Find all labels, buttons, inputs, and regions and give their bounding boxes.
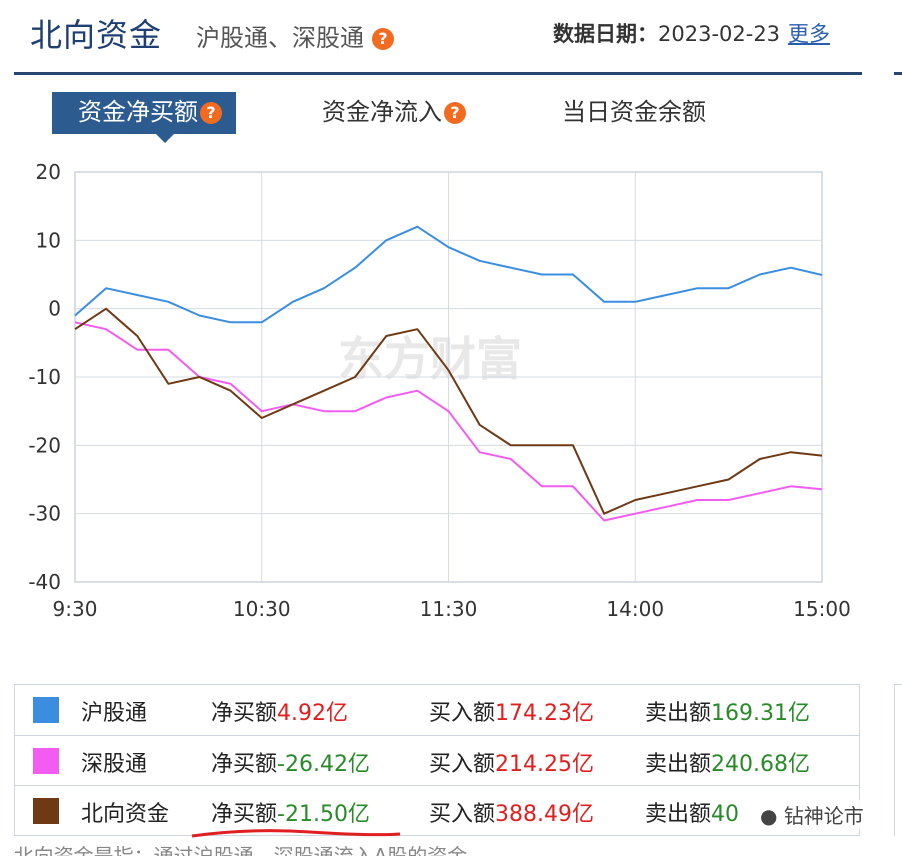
- table-row: 沪股通 净买额4.92亿 买入额174.23亿 卖出额169.31亿: [15, 685, 859, 735]
- net-buy-cell: 净买额4.92亿: [211, 695, 348, 727]
- date-label: 数据日期：: [553, 22, 658, 46]
- header-divider-right: [894, 72, 902, 75]
- y-tick-label: -20: [28, 433, 61, 457]
- tab-label: 资金净流入: [322, 98, 442, 126]
- buy-value: 388.49亿: [495, 802, 594, 827]
- buy-cell: 买入额214.25亿: [429, 746, 594, 778]
- net-buy-cell: 净买额-26.42亿: [211, 746, 370, 778]
- help-icon[interactable]: ?: [200, 102, 222, 124]
- series-swatch: [33, 697, 59, 723]
- help-icon[interactable]: ?: [372, 28, 394, 50]
- active-tab-caret: [156, 134, 174, 143]
- series-swatch: [33, 798, 59, 824]
- watermark-logo: 东方财富: [338, 332, 522, 386]
- summary-table-edge: [894, 684, 902, 836]
- net-buy-label: 净买额: [211, 701, 278, 726]
- watermark-caption: ● 钻神论市: [756, 800, 868, 829]
- header-divider: [14, 72, 862, 75]
- wechat-icon: ●: [760, 804, 778, 828]
- x-tick-label: 14:00: [606, 597, 664, 621]
- net-buy-value: -26.42亿: [277, 752, 370, 777]
- series-name: 北向资金: [81, 802, 170, 827]
- red-underline-annotation: [191, 829, 401, 838]
- series-name: 深股通: [81, 752, 148, 777]
- table-row: 深股通 净买额-26.42亿 买入额214.25亿 卖出额240.68亿: [15, 735, 859, 786]
- series-swatch: [33, 748, 59, 774]
- x-tick-label: 9:30: [53, 597, 98, 621]
- x-tick-label: 11:30: [420, 597, 478, 621]
- sell-value: 169.31亿: [711, 701, 810, 726]
- net-buy-cell: 净买额-21.50亿: [211, 796, 370, 828]
- sell-value: 40: [711, 802, 740, 827]
- buy-label: 买入额: [429, 701, 496, 726]
- tab-daily-balance[interactable]: 当日资金余额: [562, 92, 706, 134]
- tab-net-inflow[interactable]: 资金净流入?: [322, 92, 466, 134]
- page-title: 北向资金: [30, 16, 163, 54]
- buy-value: 174.23亿: [495, 701, 594, 726]
- more-link[interactable]: 更多: [788, 22, 831, 46]
- tab-label: 资金净买额: [78, 98, 198, 126]
- summary-table: 沪股通 净买额4.92亿 买入额174.23亿 卖出额169.31亿 深股通 净…: [14, 684, 860, 836]
- tab-label: 当日资金余额: [562, 98, 706, 126]
- sell-cell: 卖出额40: [645, 796, 739, 828]
- date-value: 2023-02-23: [658, 22, 781, 46]
- series-line-north: [74, 307, 823, 515]
- sell-cell: 卖出额169.31亿: [645, 695, 810, 727]
- series-name: 沪股通: [81, 701, 148, 726]
- y-tick-label: -10: [28, 365, 61, 389]
- subtitle-text: 沪股通、深股通: [196, 24, 364, 52]
- x-tick-label: 15:00: [793, 597, 851, 621]
- page-subtitle: 沪股通、深股通?: [196, 18, 394, 53]
- y-tick-label: 10: [36, 228, 61, 252]
- y-tick-label: 20: [36, 160, 61, 184]
- buy-label: 买入额: [429, 802, 496, 827]
- buy-value: 214.25亿: [495, 752, 594, 777]
- footnote-text: - 北向资金是指：通过沪股通、深股通流入A股的资金 ...: [0, 846, 902, 856]
- net-buy-label: 净买额: [211, 802, 278, 827]
- buy-label: 买入额: [429, 752, 496, 777]
- net-buy-value: 4.92亿: [277, 701, 349, 726]
- net-buy-chart: 东方财富 20 10 0 -10 -20 -30 -40 9:30 10:30 11:30 14:00…: [28, 160, 851, 621]
- y-tick-label: 0: [48, 297, 61, 321]
- sell-label: 卖出额: [645, 752, 712, 777]
- sell-value: 240.68亿: [711, 752, 810, 777]
- buy-cell: 买入额174.23亿: [429, 695, 594, 727]
- sell-cell: 卖出额240.68亿: [645, 746, 810, 778]
- sell-label: 卖出额: [645, 701, 712, 726]
- y-tick-label: -30: [28, 502, 61, 526]
- sell-label: 卖出额: [645, 802, 712, 827]
- help-icon[interactable]: ?: [444, 102, 466, 124]
- x-tick-label: 10:30: [233, 597, 291, 621]
- net-buy-label: 净买额: [211, 752, 278, 777]
- data-date: 数据日期：2023-02-23 更多: [553, 18, 830, 48]
- table-row: 北向资金 净买额-21.50亿 买入额388.49亿 卖出额40: [15, 785, 859, 836]
- series-line-sh: [74, 225, 823, 324]
- y-tick-label: -40: [28, 570, 61, 594]
- watermark-text: 钻神论市: [783, 804, 864, 828]
- net-buy-value: -21.50亿: [277, 802, 370, 827]
- tab-net-buy[interactable]: 资金净买额?: [52, 92, 236, 143]
- buy-cell: 买入额388.49亿: [429, 796, 594, 828]
